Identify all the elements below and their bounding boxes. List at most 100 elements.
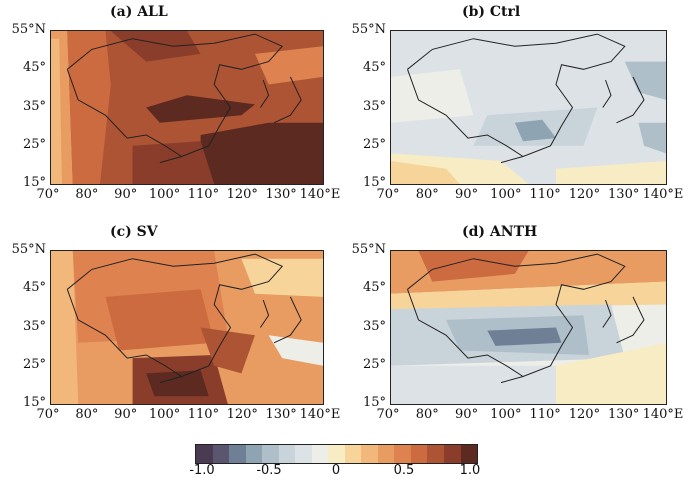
coastline — [616, 296, 645, 344]
contour-region — [391, 281, 666, 310]
lon-label: 100° — [148, 407, 181, 422]
colorbar-swatch — [229, 445, 246, 463]
lon-label: 80° — [415, 187, 439, 202]
contour-region — [268, 335, 323, 366]
lat-label: 35° — [22, 318, 46, 334]
lat-label: 35° — [362, 98, 386, 114]
map-area — [390, 30, 667, 185]
lat-label: 45° — [362, 280, 386, 296]
map-plot — [51, 251, 323, 404]
lon-label: 110° — [529, 187, 561, 202]
lon-label: 80° — [415, 407, 439, 422]
panel-title: (d) ANTH — [462, 224, 538, 240]
lon-label: 140°E — [299, 187, 341, 202]
contour-region — [391, 31, 666, 184]
lat-label: 25° — [362, 136, 386, 152]
lat-label: 45° — [22, 280, 46, 296]
lat-label: 25° — [362, 356, 386, 372]
lat-label: 45° — [362, 60, 386, 76]
colorbar-swatch — [278, 445, 296, 463]
colorbar-swatch — [295, 445, 312, 463]
coastline — [259, 79, 270, 108]
colorbar-tick: 0.5 — [393, 463, 415, 478]
lat-label: 15° — [362, 395, 386, 410]
coastline — [259, 299, 270, 328]
contour-region — [200, 327, 255, 374]
coastline — [407, 69, 524, 157]
lon-label: 80° — [75, 407, 99, 422]
lat-label: 15° — [22, 395, 46, 410]
lon-label: 120° — [568, 187, 601, 202]
lat-label: 15° — [22, 175, 46, 190]
map-area — [50, 250, 324, 405]
contour-region — [391, 365, 556, 404]
colorbar — [195, 444, 478, 464]
colorbar-swatch — [328, 445, 345, 463]
colorbar-swatch — [427, 445, 444, 463]
lon-label: 110° — [187, 407, 220, 422]
lon-label: 90° — [114, 407, 138, 422]
panel-title: (c) SV — [110, 224, 158, 240]
lon-label: 70° — [376, 187, 400, 202]
contour-region — [556, 161, 666, 184]
lat-label: 25° — [22, 136, 46, 152]
colorbar-tick: 1.0 — [459, 463, 481, 478]
contour-region — [514, 119, 556, 142]
lon-label: 90° — [455, 187, 479, 202]
lat-label: 25° — [22, 356, 46, 372]
lon-label: 120° — [226, 407, 258, 422]
contour-region — [132, 141, 215, 184]
lon-label: 70° — [376, 407, 400, 422]
lon-label: 100° — [490, 407, 522, 422]
contour-region — [105, 289, 215, 351]
coastline — [273, 76, 302, 124]
colorbar-swatch — [410, 445, 428, 463]
contour-region — [51, 251, 79, 404]
coastline — [407, 33, 626, 164]
contour-region — [200, 122, 323, 184]
contour-region — [638, 122, 666, 154]
coastline — [66, 289, 182, 377]
contour-region — [146, 95, 255, 123]
lat-label: 45° — [22, 60, 46, 76]
contour-region — [391, 69, 474, 123]
colorbar-swatch — [311, 445, 329, 463]
lon-label: 100° — [148, 187, 181, 202]
lon-label: 110° — [529, 407, 561, 422]
lon-label: 130° — [608, 407, 640, 422]
lon-label: 130° — [265, 407, 297, 422]
panel-title: (a) ALL — [110, 4, 168, 20]
coastline — [407, 253, 626, 384]
map-area — [50, 30, 324, 185]
lon-label: 70° — [36, 407, 60, 422]
colorbar-swatch — [196, 445, 213, 463]
contour-region — [67, 31, 111, 184]
coastline — [602, 79, 612, 108]
colorbar-tick: -0.5 — [256, 463, 282, 478]
colorbar-swatch — [245, 445, 263, 463]
coastline — [66, 253, 284, 384]
lon-label: 130° — [608, 187, 640, 202]
lon-label: 140°E — [642, 187, 684, 202]
colorbar-swatch — [262, 445, 279, 463]
contour-region — [418, 251, 529, 282]
contour-region — [487, 327, 562, 346]
lon-label: 90° — [114, 187, 138, 202]
lat-label: 15° — [362, 175, 386, 190]
colorbar-tick: 0 — [331, 463, 341, 478]
lon-label: 120° — [226, 187, 258, 202]
map-plot — [391, 31, 666, 184]
lat-label: 55°N — [11, 22, 46, 37]
colorbar-swatch — [460, 445, 478, 463]
coastline — [602, 299, 612, 328]
lon-label: 70° — [36, 187, 60, 202]
coastline — [66, 69, 182, 157]
map-plot — [391, 251, 666, 404]
colorbar-swatch — [394, 445, 411, 463]
colorbar-swatch — [361, 445, 378, 463]
map-area — [390, 250, 667, 405]
coastline — [616, 76, 645, 124]
lon-label: 100° — [490, 187, 522, 202]
panel-title: (b) Ctrl — [462, 4, 521, 20]
lon-label: 120° — [568, 407, 601, 422]
